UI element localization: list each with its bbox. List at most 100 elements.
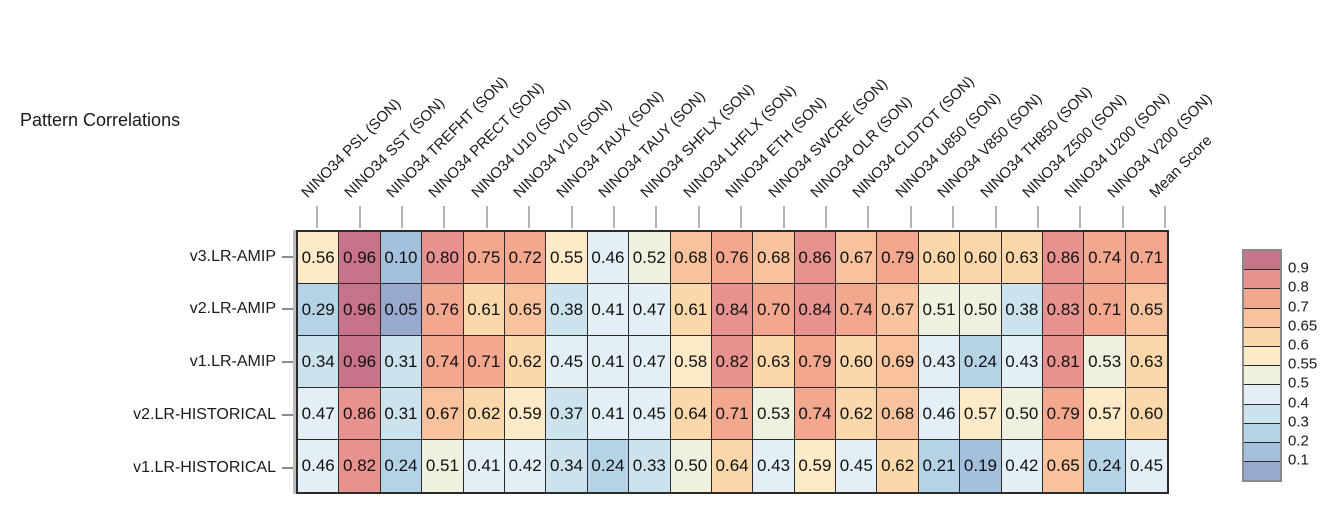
heatmap-cell: 0.71: [463, 336, 505, 388]
heatmap-cell: 0.96: [339, 232, 381, 284]
heatmap-cell: 0.86: [339, 388, 381, 440]
heatmap-cell: 0.67: [422, 388, 464, 440]
colorbar-band: [1244, 404, 1280, 424]
row-tick: [282, 413, 294, 416]
chart-title: Pattern Correlations: [20, 110, 181, 130]
heatmap-cell: 0.81: [1043, 336, 1085, 388]
colorbar-band: [1244, 289, 1280, 309]
colorbar-tick-label: 0.4: [1288, 394, 1309, 412]
heatmap-cell: 0.64: [711, 440, 754, 492]
row-label: v1.LR-AMIP: [189, 353, 276, 371]
heatmap-cell: 0.38: [1001, 284, 1044, 336]
column-tick: [358, 206, 361, 228]
heatmap-cell: 0.38: [546, 284, 588, 336]
heatmap-cell: 0.21: [918, 440, 961, 492]
heatmap-cell: 0.83: [1043, 284, 1085, 336]
column-tick: [655, 206, 658, 228]
heatmap-cell: 0.62: [877, 440, 919, 492]
heatmap-cell: 0.60: [918, 232, 961, 284]
column-tick: [697, 206, 700, 228]
colorbar-band: [1244, 462, 1280, 481]
heatmap-cell: 0.63: [1001, 232, 1044, 284]
heatmap-cell: 0.42: [1001, 440, 1044, 492]
heatmap-cell: 0.61: [463, 284, 505, 336]
heatmap-cell: 0.67: [836, 232, 878, 284]
heatmap-cell: 0.68: [670, 232, 712, 284]
heatmap-cell: 0.41: [587, 388, 630, 440]
colorbar-band: [1244, 442, 1280, 463]
heatmap-cell: 0.43: [918, 336, 961, 388]
heatmap-cell: 0.45: [629, 388, 671, 440]
heatmap-cell: 0.68: [877, 388, 919, 440]
heatmap-cell: 0.52: [629, 232, 671, 284]
heatmap-cell: 0.65: [504, 284, 547, 336]
heatmap-cell: 0.47: [629, 336, 671, 388]
heatmap-cell: 0.42: [504, 440, 547, 492]
colorbar-tick-label: 0.65: [1288, 317, 1318, 335]
heatmap-cell: 0.47: [629, 284, 671, 336]
heatmap-cell: 0.74: [1084, 232, 1126, 284]
heatmap-cell: 0.75: [463, 232, 505, 284]
heatmap-cell: 0.45: [546, 336, 588, 388]
heatmap-cell: 0.45: [1125, 440, 1168, 492]
heatmap-cell: 0.43: [1001, 336, 1044, 388]
column-tick: [401, 206, 403, 228]
row-label: v3.LR-AMIP: [189, 247, 276, 265]
colorbar-band: [1244, 270, 1280, 290]
column-tick: [1037, 206, 1039, 228]
row-tick: [282, 361, 294, 364]
heatmap-cell: 0.62: [463, 388, 505, 440]
heatmap-cell: 0.60: [836, 336, 878, 388]
heatmap-cell: 0.41: [463, 440, 505, 492]
heatmap-cell: 0.24: [1084, 440, 1126, 492]
heatmap-cell: 0.46: [298, 440, 340, 492]
colorbar-band: [1244, 366, 1280, 386]
heatmap-cell: 0.24: [960, 336, 1002, 388]
heatmap-cell: 0.71: [1125, 232, 1168, 284]
colorbar-tick-label: 0.55: [1288, 355, 1318, 373]
heatmap-cell: 0.63: [753, 336, 795, 388]
heatmap-cell: 0.86: [1043, 232, 1085, 284]
heatmap-cell: 0.59: [794, 440, 837, 492]
heatmap-cell: 0.51: [918, 284, 961, 336]
heatmap-cell: 0.43: [753, 440, 795, 492]
column-tick: [867, 206, 870, 228]
column-tick: [485, 206, 488, 228]
colorbar-tick-label: 0.8: [1288, 278, 1309, 296]
heatmap-cell: 0.46: [918, 388, 961, 440]
heatmap-cell: 0.62: [836, 388, 878, 440]
colorbar-band: [1244, 308, 1280, 328]
heatmap-cell: 0.86: [794, 232, 837, 284]
heatmap-cell: 0.50: [960, 284, 1002, 336]
heatmap-cell: 0.53: [753, 388, 795, 440]
heatmap-cell: 0.24: [587, 440, 630, 492]
heatmap-cell: 0.84: [794, 284, 837, 336]
heatmap-cell: 0.57: [960, 388, 1002, 440]
column-tick: [443, 206, 446, 228]
colorbar-band: [1244, 423, 1280, 443]
heatmap-cell: 0.31: [380, 336, 423, 388]
heatmap-cell: 0.68: [753, 232, 795, 284]
colorbar-tick-label: 0.6: [1288, 336, 1309, 354]
column-tick: [782, 206, 785, 228]
column-tick: [1121, 206, 1124, 228]
heatmap-cell: 0.19: [960, 440, 1002, 492]
heatmap-cell: 0.96: [339, 336, 381, 388]
colorbar-tick-label: 0.5: [1288, 374, 1309, 392]
heatmap-cell: 0.05: [380, 284, 423, 336]
heatmap-cell: 0.34: [298, 336, 340, 388]
column-tick: [613, 206, 615, 228]
heatmap-cell: 0.74: [422, 336, 464, 388]
colorbar-tick-label: 0.7: [1288, 298, 1309, 316]
colorbar-band: [1244, 251, 1280, 271]
colorbar-tick-label: 0.9: [1288, 259, 1309, 277]
column-tick: [528, 206, 531, 228]
heatmap-cell: 0.76: [422, 284, 464, 336]
column-tick: [1079, 206, 1082, 228]
heatmap-cell: 0.71: [711, 388, 754, 440]
heatmap-cell: 0.65: [1125, 284, 1168, 336]
heatmap-grid: 0.56 0.96 0.10 0.80 0.75 0.72 0.55 0.46 0.52 0.68…: [296, 230, 1170, 494]
heatmap-cell: 0.50: [1001, 388, 1044, 440]
heatmap-cell: 0.79: [1043, 388, 1085, 440]
row-label: v1.LR-HISTORICAL: [133, 458, 276, 476]
